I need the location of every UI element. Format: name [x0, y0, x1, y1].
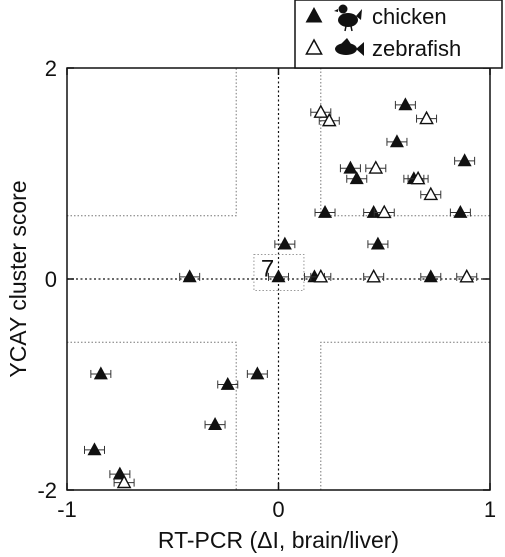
chicken-icon — [334, 4, 362, 32]
data-point-chicken — [398, 97, 413, 111]
annotation-box — [253, 253, 305, 291]
x-tick-label: -1 — [57, 497, 77, 522]
chicken-head — [338, 4, 348, 14]
annotation-label: 7 — [261, 255, 274, 282]
data-point-zebrafish — [321, 112, 337, 127]
data-point-zebrafish — [410, 170, 426, 185]
x-tick-label: 0 — [272, 497, 284, 522]
data-point-chicken — [370, 236, 385, 250]
region-lower-left — [67, 341, 237, 490]
y-tick-label: 0 — [45, 267, 57, 292]
region-lower-right — [320, 341, 490, 490]
y-axis-title: YCAY cluster score — [5, 180, 31, 377]
legend-marker-zebrafish — [305, 38, 323, 55]
chicken-tail — [356, 9, 362, 20]
legend-box — [294, 0, 503, 69]
fish-fin — [341, 38, 351, 44]
chicken-beak — [334, 9, 338, 12]
data-point-zebrafish — [313, 104, 329, 118]
data-point-chicken — [343, 160, 358, 174]
fish-tail — [356, 42, 364, 56]
y-tick-label: 2 — [45, 56, 57, 81]
data-point-chicken — [389, 134, 404, 148]
x-tick-label: 1 — [484, 497, 496, 522]
data-point-zebrafish — [459, 268, 475, 283]
fish-body — [335, 43, 357, 55]
data-point-zebrafish — [366, 268, 382, 283]
data-point-zebrafish — [116, 474, 132, 489]
data-point-chicken — [220, 376, 235, 390]
data-point-chicken — [250, 366, 265, 380]
data-point-chicken — [182, 269, 197, 283]
data-point-chicken — [93, 366, 108, 380]
axis-ticks: -1 0 1 2 0 -2 — [37, 56, 496, 522]
legend: chicken zebrafish — [294, 0, 503, 69]
data-point-zebrafish — [376, 204, 392, 219]
data-point-chicken — [208, 417, 223, 430]
data-point-zebrafish — [368, 160, 384, 174]
chicken-leg — [350, 25, 353, 32]
data-point-zebrafish — [313, 268, 329, 283]
data-point-chicken — [366, 204, 381, 218]
fish-icon — [335, 38, 364, 56]
annotation-layer: 7 — [253, 253, 305, 291]
data-point-chicken — [318, 204, 333, 218]
data-point-zebrafish — [419, 110, 434, 125]
data-point-chicken — [277, 236, 292, 250]
region-upper-left — [67, 68, 237, 217]
data-point-chicken — [349, 171, 364, 185]
chicken-body — [338, 13, 358, 27]
data-point-chicken — [423, 269, 438, 283]
data-point-chicken — [271, 269, 286, 283]
data-point-chicken — [457, 153, 472, 167]
x-axis-title: RT-PCR (ΔI, brain/liver) — [158, 527, 399, 553]
data-point-chicken — [112, 466, 127, 480]
legend-label-chicken: chicken — [372, 4, 447, 29]
legend-label-zebrafish: zebrafish — [372, 36, 461, 61]
data-point-chicken — [87, 442, 102, 456]
data-point-zebrafish — [423, 186, 439, 201]
data-points — [83, 97, 478, 489]
y-tick-label: -2 — [37, 478, 57, 503]
legend-marker-chicken — [305, 6, 323, 23]
data-point-chicken — [453, 204, 468, 218]
chicken-leg — [344, 25, 347, 32]
